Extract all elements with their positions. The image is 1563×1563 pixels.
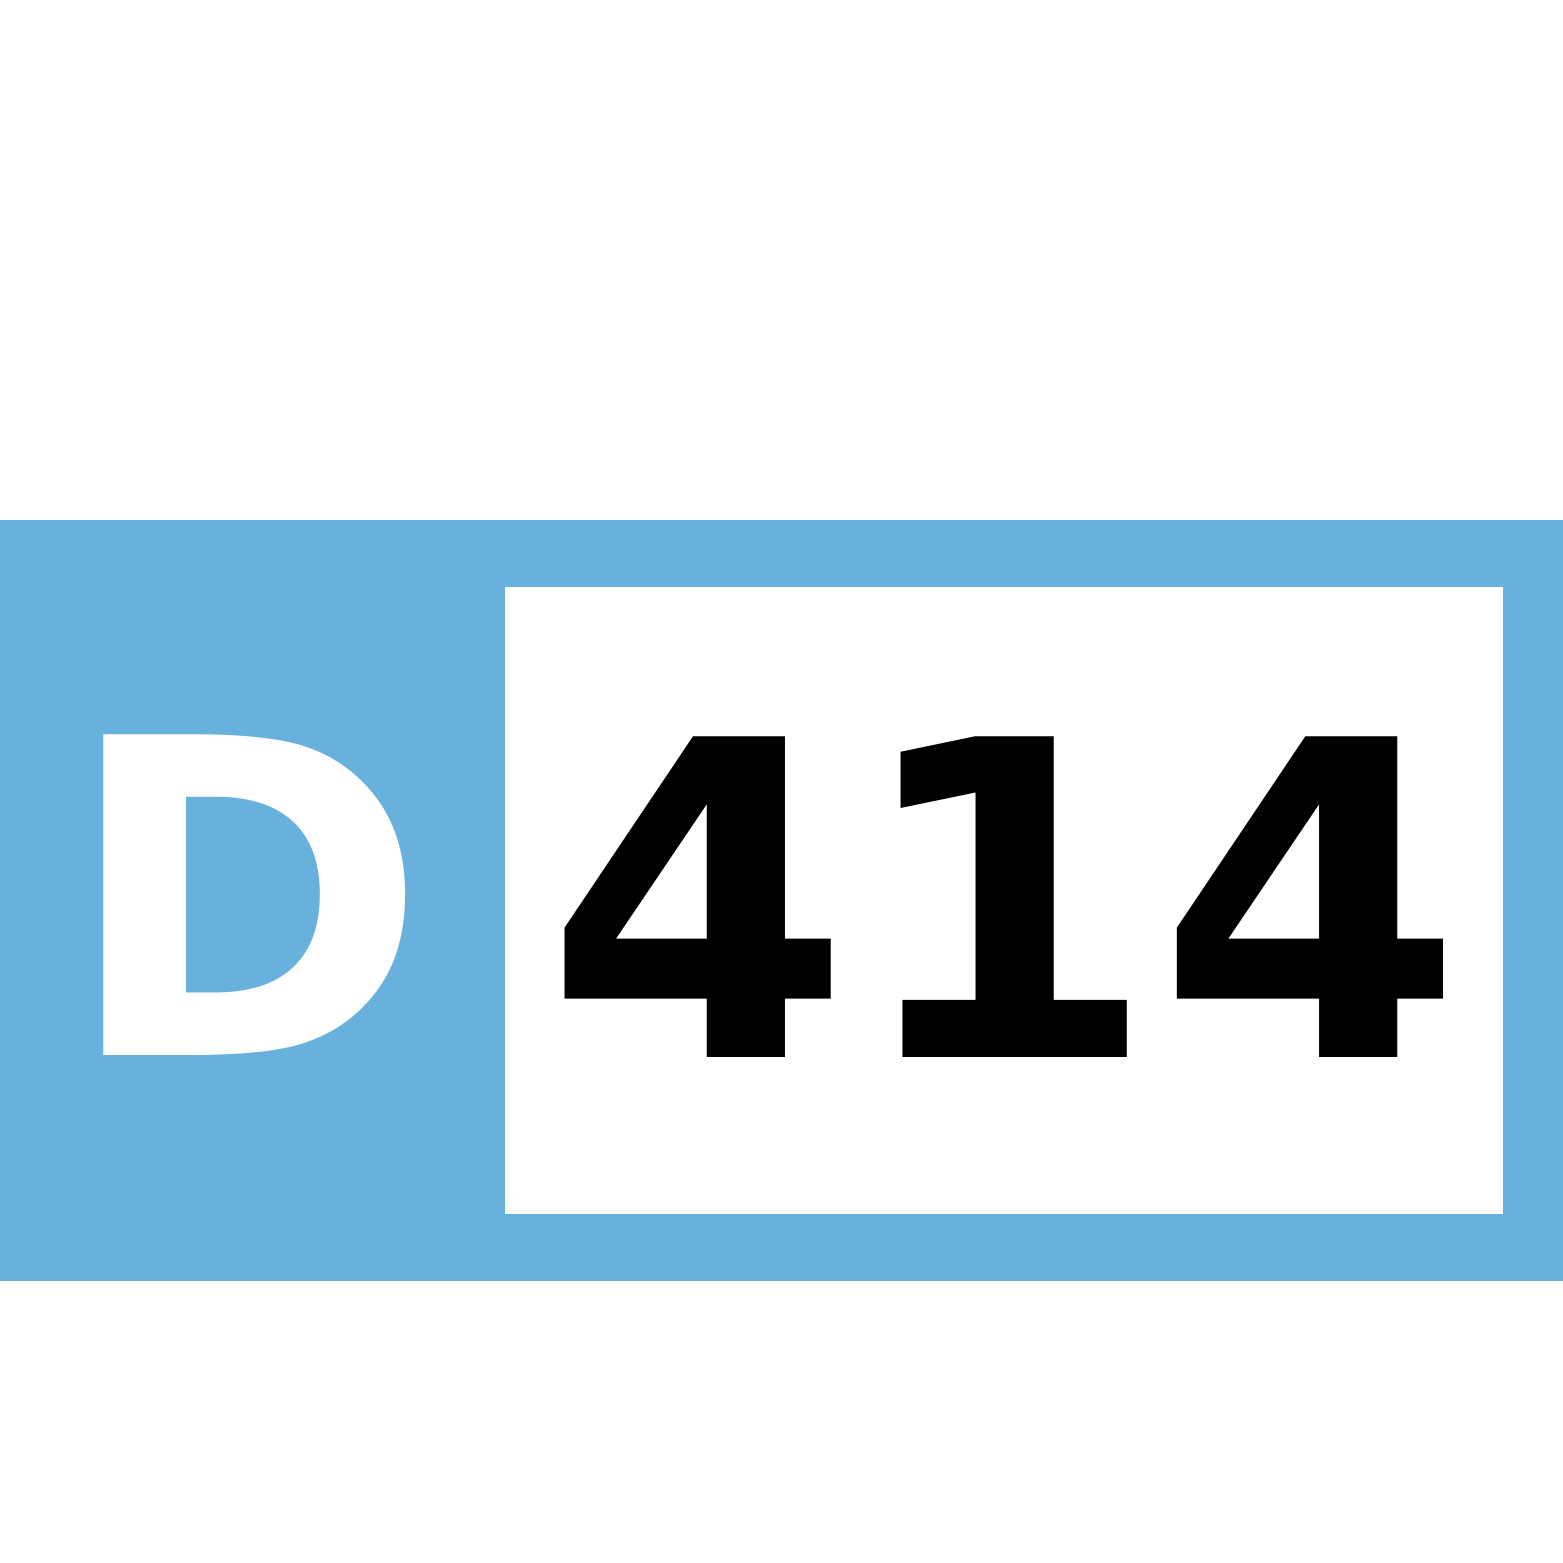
route-number: 414	[544, 648, 1464, 1161]
route-prefix-letter: D	[62, 646, 429, 1159]
route-sign: D 414	[0, 520, 1563, 1281]
route-number-panel: 414	[505, 587, 1503, 1214]
route-prefix: D	[0, 520, 505, 1281]
